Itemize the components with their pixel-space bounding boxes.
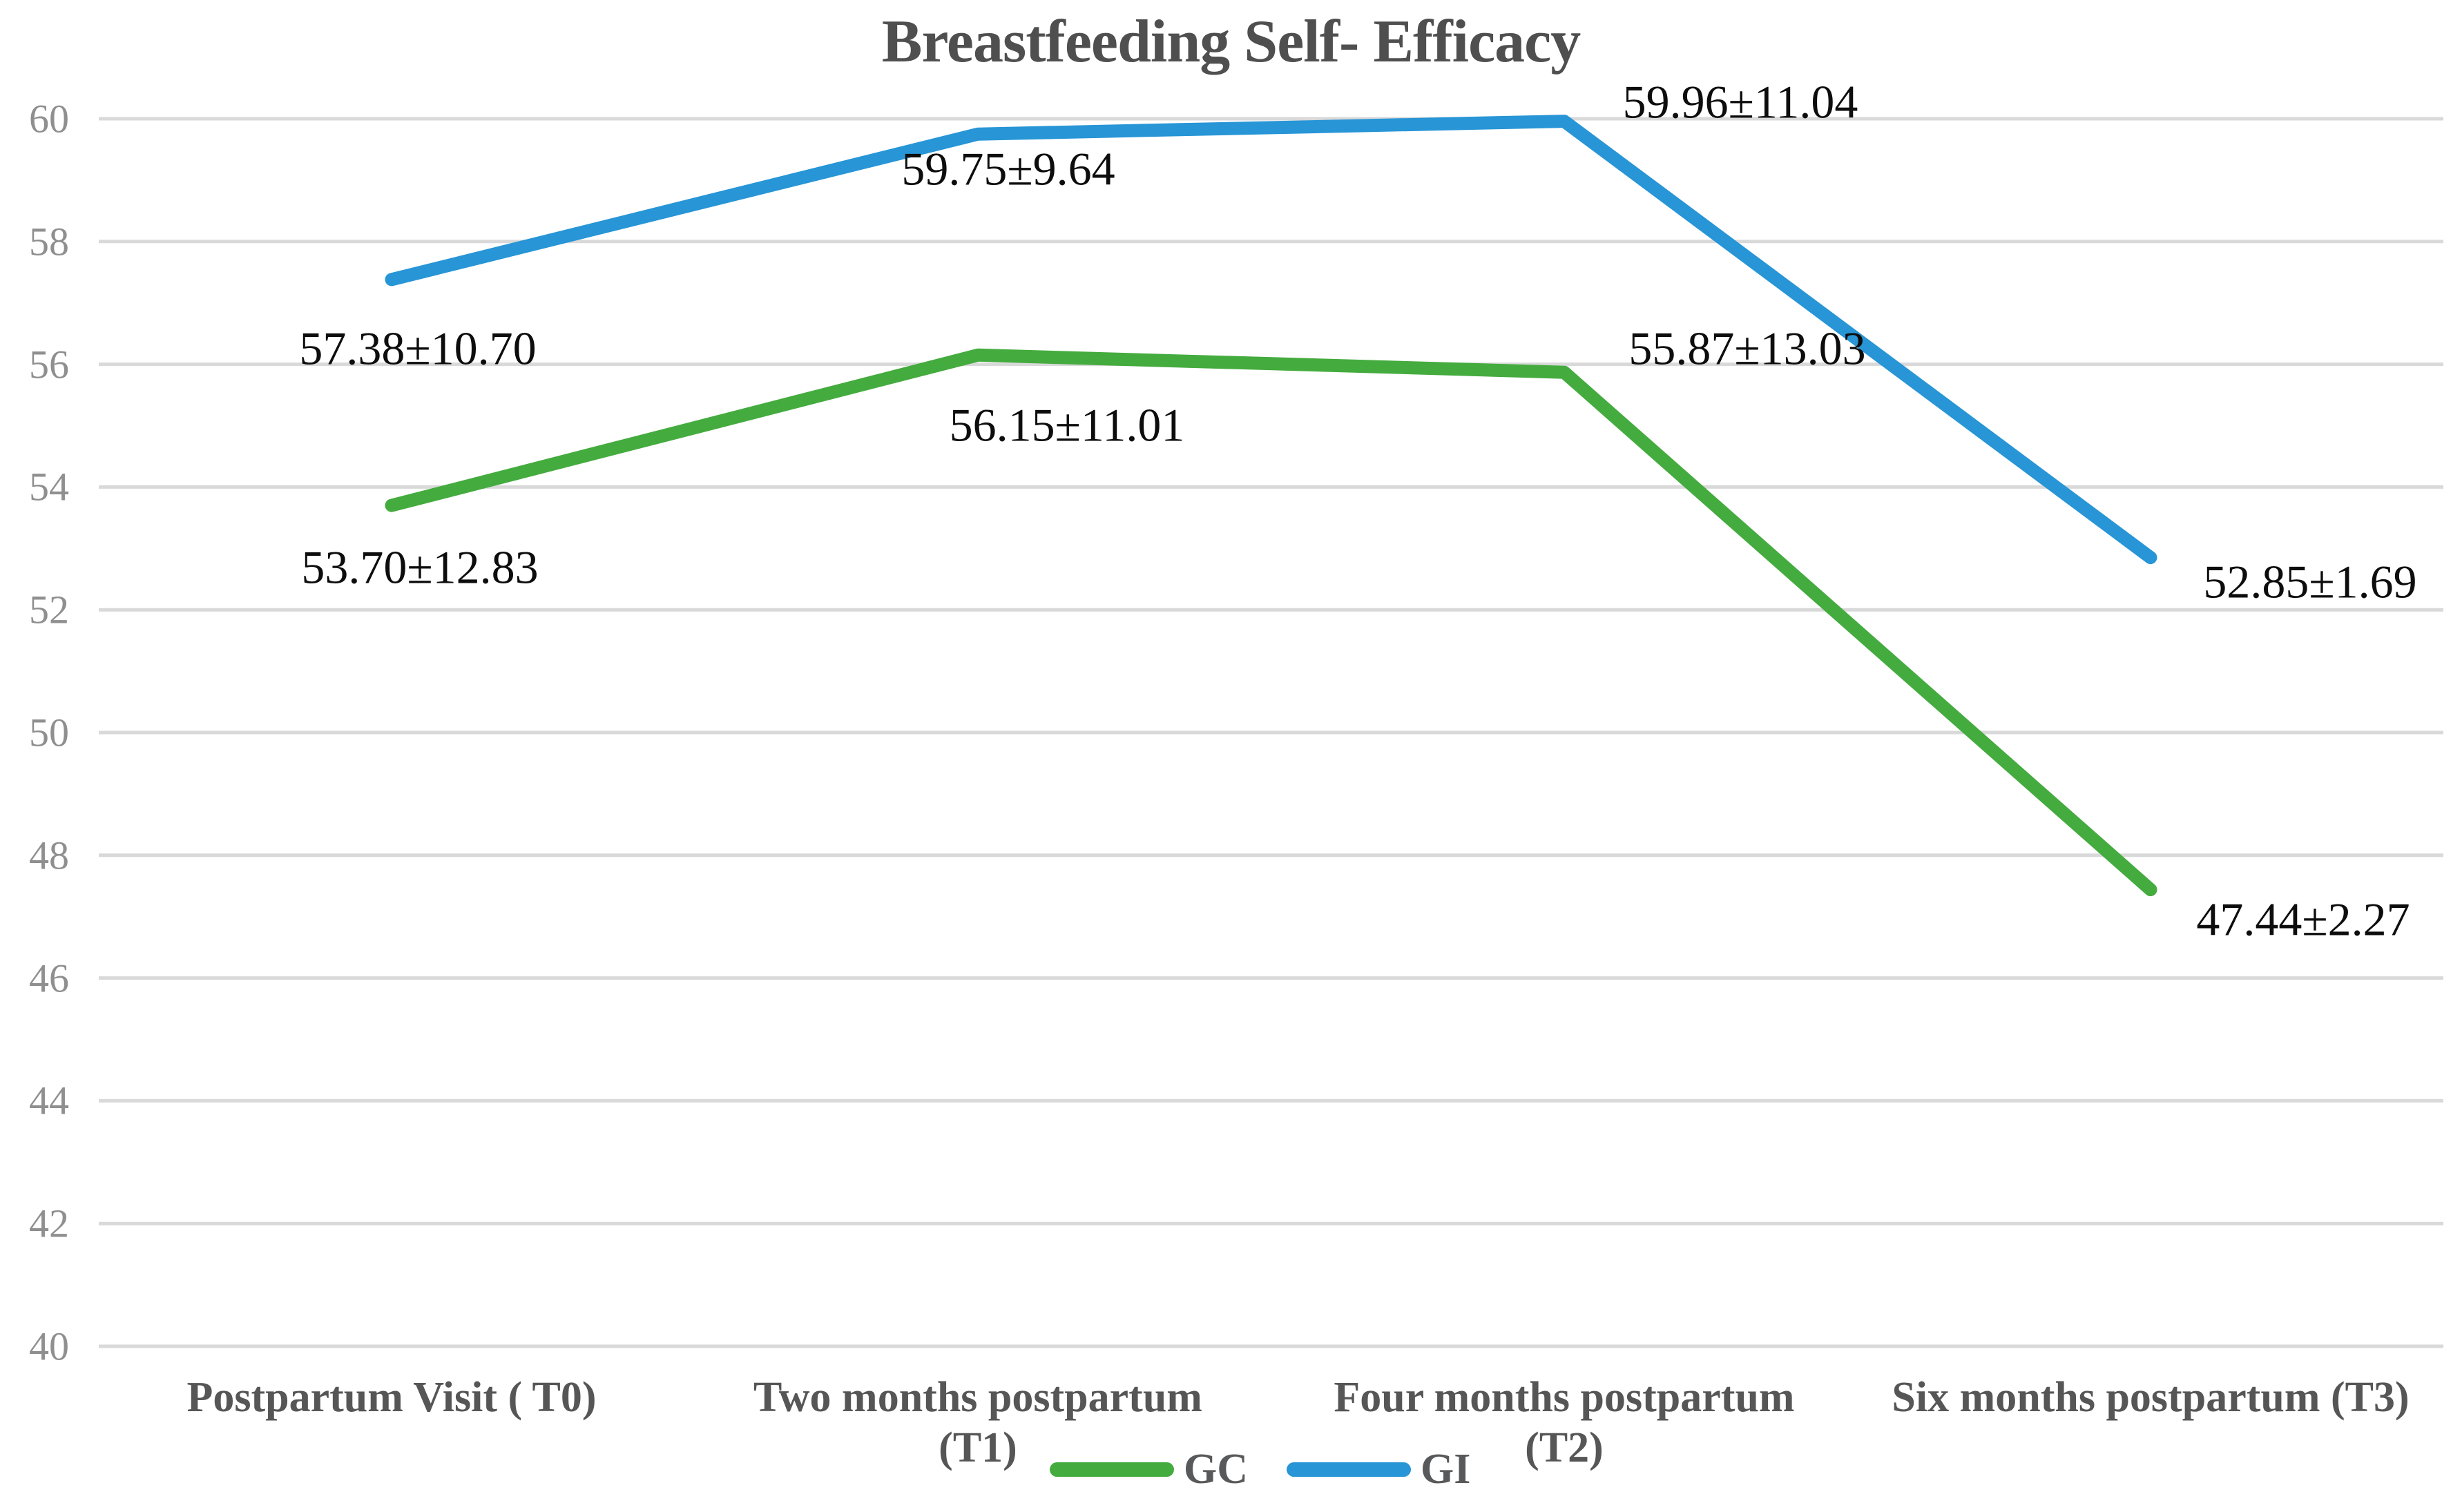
y-axis-tick-label: 52 <box>29 587 69 632</box>
chart-title: Breastfeeding Self- Efficacy <box>881 8 1581 75</box>
legend-swatch-gi <box>1287 1462 1411 1477</box>
y-axis-tick-label: 42 <box>29 1201 69 1246</box>
y-axis-tick-label: 54 <box>29 464 69 510</box>
y-axis-tick-label: 50 <box>29 710 69 755</box>
x-axis-category-label: Six months postpartum (T3) <box>1833 1373 2462 1423</box>
data-label-gc-t0: 53.70±12.83 <box>301 541 539 594</box>
x-axis-category-line2: (T1) <box>939 1424 1017 1472</box>
x-axis-category-line1: Two months postpartum <box>753 1374 1202 1421</box>
y-axis-tick-label: 58 <box>29 219 69 264</box>
legend-swatch-gc <box>1050 1462 1174 1477</box>
gridlines <box>99 117 2443 1348</box>
y-axis-tick-label: 48 <box>29 833 69 878</box>
y-axis-tick-label: 40 <box>29 1324 69 1369</box>
legend: GC GI <box>1050 1445 1470 1494</box>
data-label-gc-t1: 56.15±11.01 <box>949 398 1185 452</box>
x-axis-category-label: Four months postpartum (T2) <box>1247 1373 1882 1473</box>
data-label-gi-t1: 59.75±9.64 <box>901 142 1115 195</box>
legend-item-gi: GI <box>1287 1445 1470 1494</box>
y-axis-tick-label: 46 <box>29 956 69 1001</box>
x-axis-category-label: Two months postpartum (T1) <box>660 1373 1296 1473</box>
y-axis-tick-label: 44 <box>29 1078 69 1123</box>
data-label-gc-t3: 47.44±2.27 <box>2196 893 2410 946</box>
x-axis-category-line2: (T2) <box>1525 1424 1604 1472</box>
x-axis-category-line1: Four months postpartum <box>1334 1374 1795 1421</box>
series-line-gi <box>385 115 2157 565</box>
data-label-gi-t3: 52.85±1.69 <box>2203 555 2417 608</box>
data-label-gi-t2: 59.96±11.04 <box>1622 75 1858 128</box>
legend-item-gc: GC <box>1050 1445 1248 1494</box>
legend-label-gc: GC <box>1184 1445 1248 1493</box>
series-lines <box>385 115 2157 897</box>
y-axis-tick-label: 60 <box>29 96 69 142</box>
data-label-gc-t2: 55.87±13.03 <box>1628 322 1866 375</box>
y-axis-tick-label: 56 <box>29 342 69 387</box>
series-line-gc <box>385 348 2157 897</box>
x-axis-category-line1: Postpartum Visit ( T0) <box>186 1374 597 1421</box>
x-axis-category-line1: Six months postpartum (T3) <box>1892 1374 2410 1421</box>
legend-label-gi: GI <box>1421 1445 1471 1493</box>
data-label-gi-t0: 57.38±10.70 <box>299 322 537 375</box>
x-axis-category-label: Postpartum Visit ( T0) <box>74 1373 709 1423</box>
